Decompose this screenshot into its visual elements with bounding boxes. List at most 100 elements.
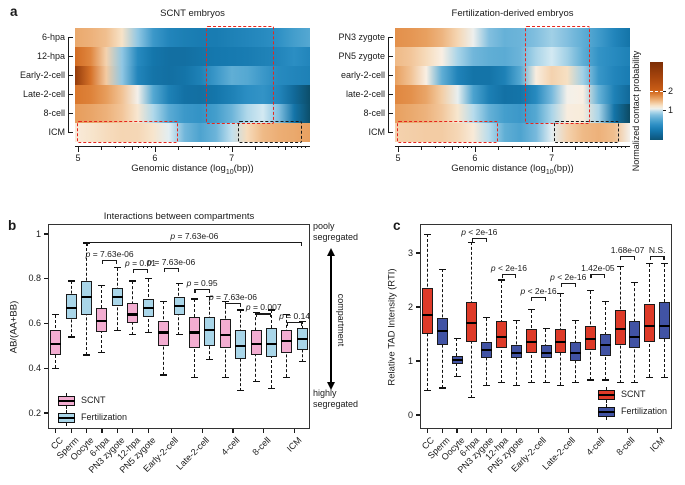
x-axis-tick: [656, 429, 658, 433]
x-axis-tick-minor: [268, 146, 270, 149]
box-median: [421, 314, 433, 317]
heatmap-row-label: ICM: [48, 127, 66, 137]
x-axis-tick-minor: [137, 146, 139, 149]
x-axis-tick-minor: [151, 146, 153, 149]
box-median: [614, 327, 626, 330]
pvalue-bracket-end: [574, 282, 576, 287]
x-axis-tick: [293, 429, 296, 433]
colorbar-tick: [663, 109, 666, 111]
x-axis-tick-minor: [457, 146, 459, 149]
box-whisker-cap-high: [438, 268, 446, 270]
box-whisker-cap-high: [298, 320, 306, 322]
x-category-label-text: 4-cell: [584, 435, 607, 458]
box-whisker-cap-low: [283, 376, 291, 378]
x-axis-tick: [132, 429, 134, 433]
heatmap-row-label: 8-cell: [363, 108, 385, 118]
plot-frame: [420, 224, 672, 429]
box-median: [173, 304, 185, 307]
row-tick: [388, 55, 393, 58]
pvalue-bracket-end: [239, 303, 241, 308]
x-axis-tick-minor: [511, 146, 513, 149]
pvalue-label: p < 2e-16: [550, 271, 587, 282]
highlight-box-black: [553, 121, 620, 143]
pvalue-bracket-end: [604, 273, 606, 278]
pvalue-bracket: [132, 268, 149, 270]
heatmap-row-label: early-2-cell: [340, 70, 385, 80]
box-fertilization: [510, 344, 522, 359]
legend-label: SCNT: [621, 389, 646, 399]
box-whisker-cap-high: [661, 263, 669, 265]
legend-label: SCNT: [81, 395, 106, 405]
box-scnt: [555, 328, 567, 353]
y-axis-tick-label: 0: [407, 409, 413, 420]
box-whisker-cap-low: [601, 379, 609, 381]
x-axis-tick-major: [398, 146, 400, 152]
row-tick: [68, 112, 73, 115]
y-axis-tick-label: 0.8: [28, 273, 41, 284]
box-median: [96, 320, 108, 323]
box-whisker-cap-low: [512, 384, 520, 386]
pvalue-bracket-end: [515, 273, 517, 278]
x-axis-tick-minor: [434, 146, 436, 149]
legend-box-median: [58, 400, 75, 402]
box-median: [659, 324, 671, 327]
pvalue-bracket-end: [132, 268, 134, 273]
box-whisker-cap-low: [237, 390, 245, 392]
x-axis-tick-minor: [142, 146, 144, 149]
pvalue-label: N.S.: [648, 244, 666, 255]
box-median: [599, 343, 611, 346]
box-scnt: [614, 309, 626, 345]
box-median: [644, 324, 656, 327]
x-axis-tick-major: [474, 146, 477, 152]
x-axis-tick-major: [78, 146, 80, 152]
box-whisker-cap-low: [646, 376, 654, 378]
pvalue-bracket-end: [270, 313, 272, 318]
heatmap-row: [395, 104, 630, 123]
x-axis-line: [75, 146, 310, 148]
pvalue-bracket: [590, 273, 606, 275]
colorbar-title-text: Normalized contact probability: [631, 50, 641, 172]
box-whisker-cap-low: [527, 382, 535, 384]
box-median: [81, 295, 93, 298]
box-whisker-cap-low: [586, 379, 594, 381]
box-whisker-cap-high: [175, 282, 183, 284]
box-whisker-cap-low: [572, 382, 580, 384]
pvalue-bracket-end: [286, 322, 288, 327]
heatmap-row: [395, 66, 630, 85]
box-median: [111, 295, 123, 298]
x-axis-tick: [441, 429, 443, 433]
box-whisker-cap-low: [98, 351, 106, 354]
legend-whisker-stub: [66, 410, 68, 413]
pvalue-bracket: [163, 267, 179, 269]
box-scnt: [50, 330, 62, 355]
pvalue-label: p = 0.95: [186, 277, 218, 288]
box-whisker-cap-high: [67, 280, 75, 282]
x-axis-tick-label: 6: [472, 153, 478, 163]
box-fertilization: [570, 342, 582, 361]
legend-whisker-stub: [66, 406, 68, 409]
box-median: [250, 342, 262, 345]
pvalue-bracket: [620, 255, 635, 257]
x-category-label-text: 8-cell: [250, 435, 273, 458]
pvalue-label: p < 2e-16: [520, 286, 557, 297]
heatmap-row-label: ICM: [368, 127, 386, 137]
pvalue-bracket-end: [663, 255, 665, 260]
x-axis-tick-minor: [462, 146, 464, 149]
x-axis-tick: [116, 429, 118, 433]
pvalue-label: p = 7.63e-06: [170, 230, 219, 241]
heatmap-row-label: PN5 zygote: [338, 51, 385, 61]
pvalue-bracket: [256, 313, 272, 315]
x-axis-tick-minor: [605, 146, 607, 150]
pvalue-label: p = 7.63e-06: [208, 292, 257, 303]
x-axis-tick-minor: [467, 146, 469, 149]
pvalue-bracket-end: [177, 267, 179, 272]
box-scnt: [496, 320, 508, 348]
heatmap-row-label: Late-2-cell: [22, 89, 65, 99]
legend-box-median: [598, 411, 615, 413]
row-tick: [388, 93, 393, 96]
row-tick: [68, 36, 73, 39]
x-axis-tick-minor: [131, 146, 133, 150]
pvalue-bracket: [471, 237, 487, 239]
box-whisker-cap-low: [423, 390, 431, 392]
box-whisker-cap-high: [237, 309, 245, 311]
